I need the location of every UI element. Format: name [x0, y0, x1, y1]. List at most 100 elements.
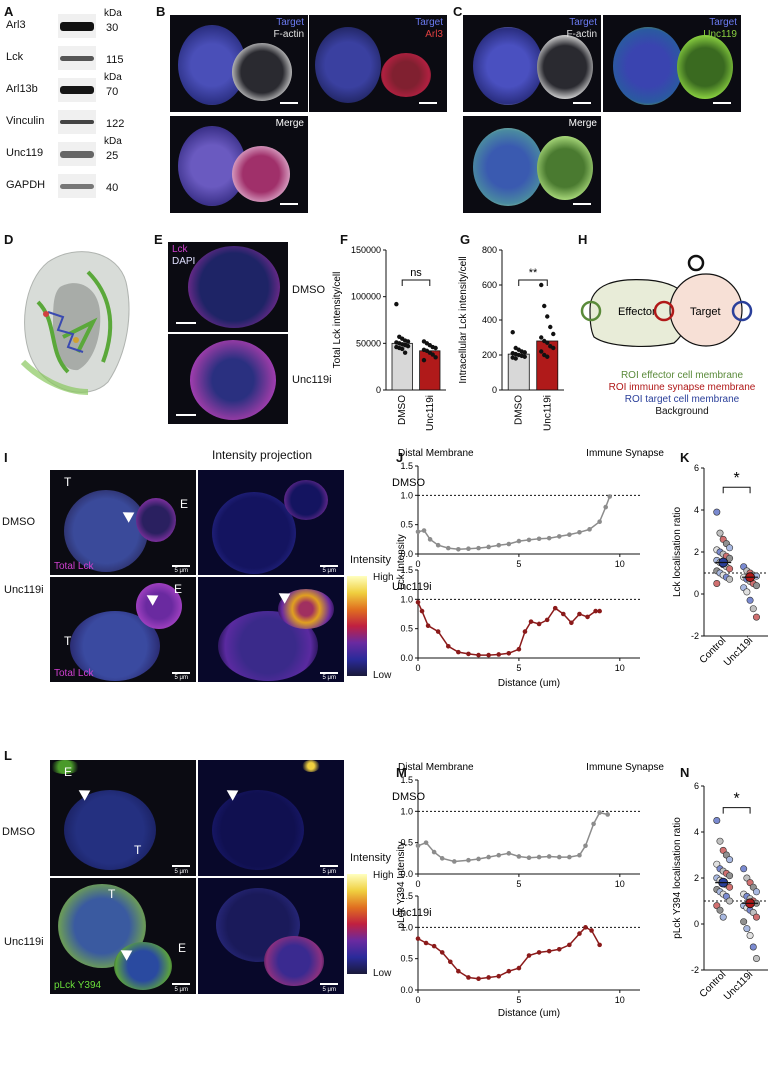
cell-label-e: E: [64, 765, 73, 779]
intensity-colorbar: [347, 874, 367, 974]
series-point: [427, 537, 433, 542]
x-tick-label: 10: [615, 879, 625, 889]
series-name: Unc119i: [392, 907, 432, 919]
x-tick-label: 0: [415, 995, 420, 1005]
significance-label: **: [529, 267, 538, 279]
y-tick-label: -2: [691, 631, 699, 641]
channel-label-arl3: Arl3: [425, 29, 443, 40]
blot-protein-label: Arl13b: [6, 83, 38, 95]
panel-label-m: M: [396, 765, 407, 780]
series-line: [417, 496, 611, 551]
panel-label-j: J: [396, 450, 404, 465]
series-point: [425, 623, 431, 629]
series-name: DMSO: [392, 791, 425, 803]
panel-label-i: I: [4, 450, 8, 465]
series-point: [561, 611, 566, 617]
scale-bar: [573, 102, 591, 104]
series-point: [577, 852, 582, 858]
cell-label-t: T: [64, 475, 72, 489]
series-point: [526, 855, 532, 861]
micrograph-i-unc119i-projection: 5 μm: [198, 577, 344, 682]
condition-label-dmso: DMSO: [292, 284, 325, 296]
series-point: [597, 810, 602, 815]
micrograph-c-target-unc119: Target Unc119: [603, 15, 741, 112]
data-point: [746, 932, 754, 940]
series-line: [417, 601, 600, 656]
data-point: [545, 340, 550, 345]
data-point: [713, 508, 721, 516]
x-tick-label: 0: [415, 879, 420, 889]
blot-protein-label: GAPDH: [6, 179, 46, 191]
series-point: [585, 614, 590, 620]
y-tick-label: 1.5: [400, 891, 413, 901]
y-tick-label: 150000: [351, 245, 381, 255]
data-point: [716, 837, 724, 845]
data-point: [548, 324, 553, 330]
blot-unit-label: kDa: [104, 8, 122, 19]
series-point: [556, 854, 562, 860]
data-point: [743, 588, 751, 596]
blot-unit-label: kDa: [104, 136, 122, 147]
panel-label-l: L: [4, 748, 12, 763]
data-point: [539, 335, 544, 340]
data-point: [405, 343, 411, 349]
series-point: [516, 965, 522, 971]
y-tick-label: 0.0: [400, 549, 413, 559]
blot-band: [60, 55, 94, 61]
data-point: [752, 582, 760, 590]
scale-bar: [176, 322, 196, 324]
series-point: [556, 534, 562, 539]
series-point: [593, 608, 598, 614]
series-point: [466, 651, 471, 657]
blot-band: [60, 21, 94, 31]
roi-synapse-marker: [653, 300, 675, 322]
data-point: [542, 303, 547, 309]
series-point: [536, 536, 542, 542]
scale-bar-label: 5 μm: [174, 675, 188, 681]
significance-bracket: [401, 279, 431, 286]
series-point: [496, 652, 502, 657]
micrograph-b-target-factin: Target F-actin: [170, 15, 308, 112]
data-point: [746, 596, 754, 604]
series-point: [516, 538, 522, 544]
data-point: [539, 349, 544, 354]
y-tick-label: 4: [694, 827, 699, 837]
series-point: [526, 537, 532, 543]
micrograph-i-dmso-total-lck: T E Total Lck 5 μm: [50, 470, 196, 575]
series-point: [415, 843, 421, 849]
data-point: [551, 331, 556, 337]
y-tick-label: 0.0: [400, 985, 413, 995]
micrograph-b-target-arl3: Target Arl3: [309, 15, 447, 112]
series-point: [569, 620, 574, 626]
data-point: [726, 575, 734, 583]
data-point: [726, 565, 734, 573]
colorbar-low-label: Low: [373, 968, 392, 979]
data-point: [405, 339, 411, 344]
scale-bar: [280, 203, 298, 205]
panel-label-g: G: [460, 232, 471, 247]
roi-background-marker: [687, 254, 705, 272]
data-point: [421, 357, 427, 363]
micrograph-e-dmso: Lck DAPI: [168, 242, 288, 332]
significance-bracket: [518, 279, 548, 286]
blot-kda-value: 70: [106, 86, 119, 98]
y-tick-label: 600: [482, 280, 497, 290]
series-point: [415, 529, 421, 535]
series-point: [597, 519, 602, 525]
series-point: [603, 504, 608, 510]
y-axis-label: Intracellular Lck intensity/cell: [458, 256, 469, 383]
legend-entry: Background: [655, 406, 709, 417]
series-point: [456, 547, 461, 552]
colorbar-title: Intensity: [350, 554, 391, 566]
data-point: [743, 925, 751, 933]
series-point: [486, 854, 491, 860]
series-point: [544, 617, 550, 623]
series-point: [456, 968, 461, 974]
y-axis-label: Lck Intensity: [396, 534, 407, 590]
data-point: [400, 346, 405, 352]
scale-bar-label: 5 μm: [174, 568, 188, 574]
cell-label-t: T: [108, 887, 116, 901]
panel-label-e: E: [154, 232, 163, 247]
micrograph-l-dmso-plck: E T 5 μm: [50, 760, 196, 876]
